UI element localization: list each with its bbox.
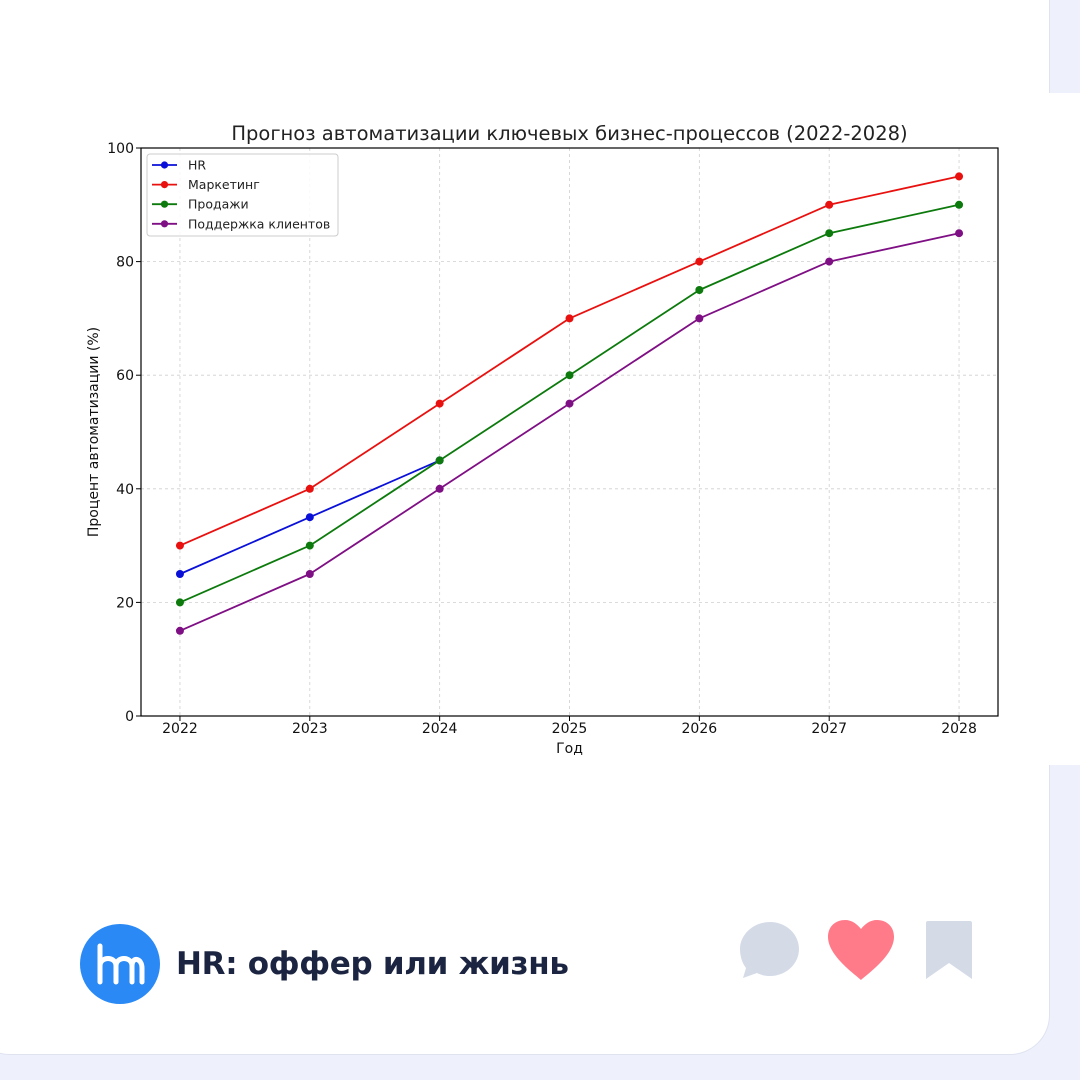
data-point — [565, 399, 574, 408]
y-tick-label: 60 — [116, 368, 134, 384]
x-tick-label: 2027 — [811, 721, 847, 737]
bookmark-icon — [926, 921, 972, 979]
channel-name[interactable]: HR: оффер или жизнь — [176, 946, 569, 982]
data-point — [435, 456, 444, 465]
legend-marker — [160, 220, 169, 228]
data-point — [955, 200, 964, 209]
legend-marker — [160, 200, 169, 208]
data-point — [305, 570, 314, 578]
x-tick-label: 2026 — [682, 721, 718, 737]
y-tick-label: 80 — [116, 255, 134, 271]
channel-info[interactable]: HR: оффер или жизнь — [80, 924, 569, 1004]
data-point — [565, 314, 574, 323]
legend-box — [146, 153, 339, 237]
x-tick-label: 2024 — [422, 721, 458, 737]
data-point — [175, 570, 184, 578]
data-point — [175, 541, 184, 550]
data-point — [565, 371, 574, 380]
legend-entry: Поддержка клиентов — [188, 216, 330, 231]
legend-marker — [160, 181, 169, 189]
x-tick-label: 2022 — [162, 721, 198, 737]
legend-entry: Продажи — [188, 197, 249, 212]
data-point — [825, 229, 834, 238]
heart-icon — [828, 920, 894, 980]
data-point — [955, 172, 964, 181]
x-tick-label: 2028 — [941, 721, 977, 737]
data-point — [305, 541, 314, 550]
x-axis-label: Год — [556, 741, 583, 757]
chart-panel: 2022 2023 2024 2025 2026 2027 2028 0 20 40 60 80 100… — [0, 93, 1080, 765]
data-point — [695, 314, 704, 323]
data-point — [435, 484, 444, 493]
y-tick-label: 0 — [125, 709, 134, 725]
legend-entry: HR — [188, 158, 206, 173]
x-tick-label: 2023 — [292, 721, 328, 737]
legend-marker — [160, 161, 169, 169]
data-point — [955, 229, 964, 238]
comment-button[interactable] — [735, 914, 803, 986]
like-button[interactable] — [825, 914, 897, 986]
data-point — [695, 286, 704, 294]
data-point — [175, 626, 184, 635]
y-tick-label: 100 — [107, 141, 134, 157]
x-tick-label: 2025 — [552, 721, 588, 737]
chart-title: Прогноз автоматизации ключевых бизнес-пр… — [231, 122, 907, 145]
line-chart: 2022 2023 2024 2025 2026 2027 2028 0 20 40 60 80 100… — [86, 122, 999, 757]
data-point — [305, 513, 314, 522]
comment-icon — [740, 922, 799, 978]
legend-entry: Маркетинг — [188, 177, 260, 192]
hm-logo-icon[interactable] — [80, 924, 160, 1004]
data-point — [825, 200, 834, 209]
data-point — [695, 257, 704, 266]
data-point — [435, 399, 444, 408]
y-axis-label: Процент автоматизации (%) — [86, 327, 102, 537]
y-tick-label: 20 — [116, 595, 134, 611]
bookmark-button[interactable] — [923, 914, 975, 986]
post-actions — [735, 914, 980, 986]
y-tick-label: 40 — [116, 482, 134, 498]
data-point — [175, 598, 184, 607]
data-point — [825, 257, 834, 266]
data-point — [305, 484, 314, 493]
